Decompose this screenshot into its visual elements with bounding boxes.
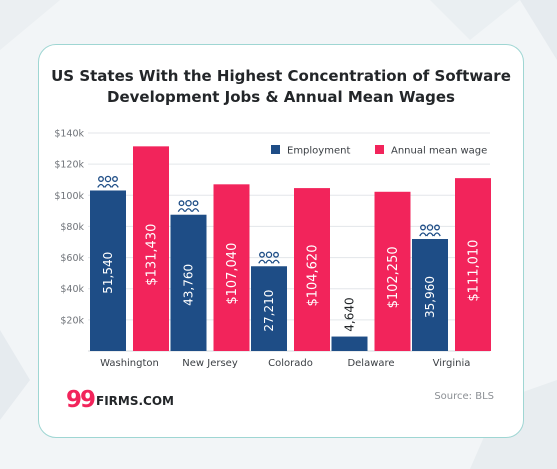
person-head	[98, 176, 104, 182]
person-head	[178, 200, 185, 207]
bar-employment	[331, 336, 368, 351]
legend-swatch-employment	[271, 145, 280, 154]
data-label-employment: 43,760	[182, 264, 196, 306]
bar-employment	[170, 214, 207, 351]
person-head	[259, 251, 265, 258]
person-body	[97, 183, 105, 188]
x-tick-label: Washington	[100, 358, 159, 369]
bar-employment	[251, 266, 287, 351]
data-label-employment: 35,960	[423, 276, 437, 318]
data-label-annual-mean-wage: $107,040	[225, 243, 240, 305]
y-tick-label: $20k	[60, 315, 84, 326]
bar-annual-mean-wage	[133, 146, 169, 351]
bar-employment	[412, 239, 448, 351]
person-body	[258, 259, 266, 264]
bar-annual-mean-wage	[294, 188, 330, 351]
data-label-annual-mean-wage: $131,430	[145, 224, 160, 286]
x-tick-label: Colorado	[268, 358, 313, 369]
person-head	[112, 176, 118, 182]
data-label-annual-mean-wage: $102,250	[386, 246, 401, 308]
x-tick-label: Virginia	[433, 358, 471, 369]
y-tick-label: $80k	[60, 222, 84, 233]
person-head	[192, 200, 199, 207]
brand-logo-number: 99	[66, 387, 95, 412]
people-icon	[177, 199, 200, 213]
person-head	[426, 224, 434, 231]
x-tick-label: Delaware	[347, 358, 394, 369]
chart-title-line-2: Development Jobs & Annual Mean Wages	[107, 88, 455, 106]
people-icon	[419, 224, 441, 237]
data-label-annual-mean-wage: $104,620	[306, 245, 321, 307]
people-icon	[97, 175, 119, 188]
person-body	[272, 259, 280, 264]
data-label-employment: 51,540	[101, 252, 115, 294]
person-body	[265, 259, 273, 264]
y-tick-label: $140k	[54, 129, 84, 140]
brand-logo-name: FIRMS.COM	[96, 394, 174, 408]
person-head	[185, 199, 192, 207]
y-tick-label: $40k	[60, 284, 84, 295]
chart-title-line-1: US States With the Highest Concentration…	[51, 67, 511, 85]
person-head	[265, 251, 273, 259]
brand-logo: 99 FIRMS.COM	[66, 387, 174, 412]
legend-label-employment: Employment	[287, 146, 350, 157]
person-head	[420, 224, 426, 231]
bar-annual-mean-wage	[374, 191, 411, 351]
y-tick-label: $100k	[54, 191, 84, 202]
y-tick-label: $120k	[54, 160, 84, 171]
x-tick-label: New Jersey	[182, 358, 238, 369]
chart-title: US States With the Highest Concentration…	[38, 66, 524, 108]
bar-employment	[90, 190, 126, 351]
y-tick-label: $60k	[60, 253, 84, 264]
person-body	[426, 232, 434, 237]
data-label-employment: 27,210	[262, 290, 276, 332]
person-body	[111, 183, 119, 188]
person-head	[434, 224, 440, 231]
person-body	[104, 183, 112, 188]
legend: Employment Annual mean wage	[271, 145, 487, 157]
legend-swatch-annual-mean-wage	[375, 145, 384, 154]
person-body	[191, 208, 200, 213]
bar-annual-mean-wage	[455, 178, 491, 351]
bar-annual-mean-wage	[213, 184, 250, 351]
person-body	[177, 208, 186, 213]
person-body	[184, 208, 193, 213]
person-body	[419, 232, 427, 237]
legend-label-annual-mean-wage: Annual mean wage	[391, 146, 487, 157]
data-label-annual-mean-wage: $111,010	[467, 240, 482, 302]
person-head	[273, 251, 279, 258]
source-note: Source: BLS	[434, 391, 494, 402]
person-head	[104, 175, 112, 183]
people-icon	[258, 251, 280, 264]
data-label-employment: 4,640	[343, 297, 357, 331]
person-body	[433, 232, 441, 237]
